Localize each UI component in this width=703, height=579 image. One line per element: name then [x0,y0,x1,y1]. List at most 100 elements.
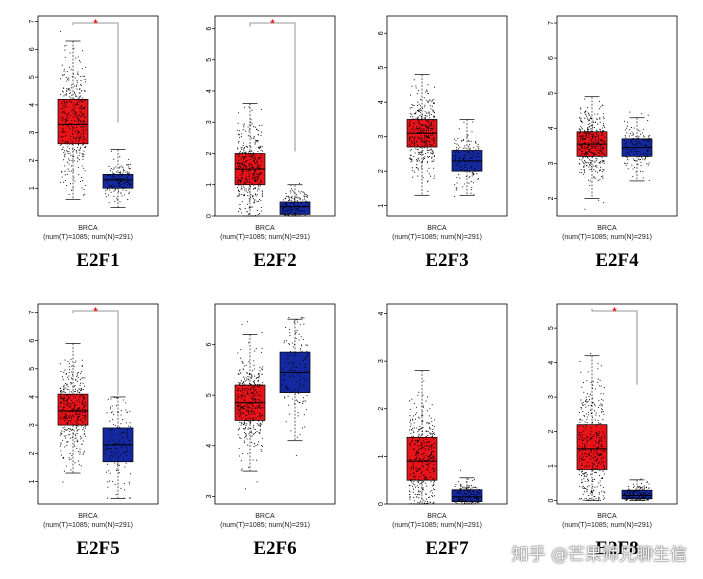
tumor-point [70,101,72,103]
normal-point [632,168,634,170]
normal-point [475,149,477,151]
tumor-point [420,482,422,485]
normal-point [470,149,472,151]
normal-point [473,479,475,481]
tumor-point [81,412,83,414]
tumor-point [428,137,430,139]
normal-point [478,170,480,172]
tumor-point [255,195,257,197]
tumor-point [584,421,586,423]
tumor-point [245,410,247,412]
tumor-point [71,148,73,150]
tumor-point [240,165,242,167]
normal-point [646,149,648,152]
normal-point [628,135,630,137]
tumor-point [418,391,420,393]
normal-point [288,214,290,217]
tumor-point [69,100,71,102]
tumor-point [237,182,240,184]
tumor-point [409,415,411,417]
tumor-point [582,405,584,407]
tumor-point [66,402,68,404]
tumor-point [596,118,598,120]
normal-point [113,414,115,416]
tumor-point [242,452,244,455]
normal-point [298,382,300,384]
tumor-point [583,438,585,440]
tumor-point [238,370,240,372]
normal-point [126,412,128,414]
tumor-point [433,98,435,100]
tumor-point [409,158,412,160]
tumor-point [64,420,66,422]
tumor-point [72,116,75,118]
tumor-point [70,377,73,379]
tumor-point [579,435,582,437]
tumor-point [246,372,249,374]
tumor-point [61,176,63,178]
normal-point [645,487,647,489]
normal-point [127,164,129,166]
tumor-point [251,137,253,139]
tumor-point [76,88,78,90]
tumor-point [580,127,582,129]
normal-point [624,140,626,142]
tumor-point [65,119,67,121]
normal-point [635,136,637,138]
tumor-point [249,125,251,127]
tumor-point [254,172,256,174]
tumor-point [599,440,601,442]
normal-point [460,166,462,168]
normal-point [628,496,630,498]
tumor-point [431,489,433,492]
normal-point [284,396,286,398]
tumor-point [244,389,246,391]
normal-point [646,163,648,165]
tumor-point [257,190,259,192]
tumor-point [433,102,435,105]
significance-bracket [72,310,119,395]
tumor-point [432,151,434,153]
tumor-point [242,167,244,169]
tumor-point [237,413,239,415]
tumor-point [75,404,77,406]
tumor-point [603,162,605,164]
normal-point [115,494,117,496]
normal-point [468,182,470,184]
normal-point [626,132,628,134]
normal-point [126,429,128,431]
tumor-point [584,161,586,163]
tumor-point [241,173,243,175]
tumor-point [424,445,426,447]
tumor-point [412,116,414,118]
tumor-point [243,150,245,152]
tumor-point [433,463,435,466]
normal-point [626,498,628,500]
tumor-point [238,184,240,186]
tumor-point [245,424,247,427]
normal-point [638,137,640,139]
normal-point [459,493,461,495]
tumor-point [258,405,260,407]
normal-point [303,380,305,382]
tumor-point [594,176,596,178]
tumor-point [413,481,415,483]
tumor-point [245,377,247,379]
tumor-point [250,121,252,124]
tumor-point [61,107,63,109]
tumor-point [245,145,247,147]
normal-point [127,174,129,176]
tumor-point [587,371,589,373]
tumor-point [582,150,584,152]
tumor-point [258,198,261,201]
tumor-point [63,391,65,393]
tumor-point [70,458,72,460]
tumor-point [584,415,586,417]
tumor-point [421,433,424,435]
tumor-point [580,138,582,140]
normal-point [464,145,466,147]
tumor-point [259,395,261,397]
tumor-point [578,450,580,452]
tumor-point [81,421,84,423]
normal-point [289,375,291,377]
